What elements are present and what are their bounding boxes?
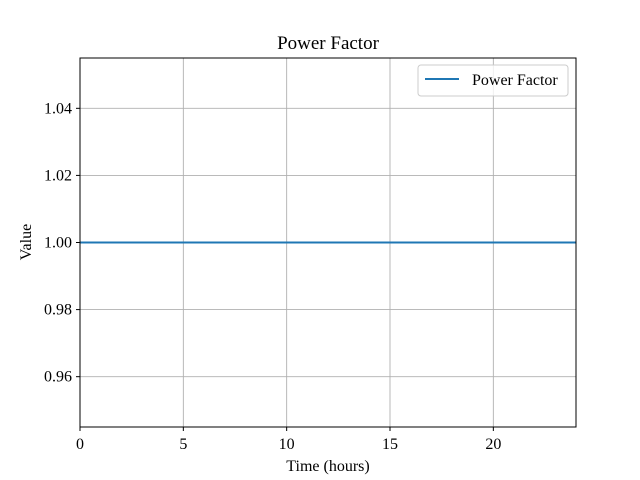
y-tick-label: 1.02 xyxy=(44,167,72,184)
x-tick-label: 0 xyxy=(76,436,84,453)
x-axis-label: Time (hours) xyxy=(286,458,369,475)
legend-box xyxy=(417,64,569,97)
legend: Power Factor xyxy=(417,64,569,97)
y-axis-label: Value xyxy=(18,224,35,260)
y-axis: 0.96 0.98 1.00 1.02 1.04 xyxy=(44,100,80,386)
y-tick-label: 0.98 xyxy=(44,302,72,319)
y-tick-label: 0.96 xyxy=(44,369,72,386)
chart-title: Power Factor xyxy=(277,33,380,54)
x-tick-label: 15 xyxy=(382,436,398,453)
legend-label: Power Factor xyxy=(472,72,558,89)
x-axis: 0 5 10 15 20 xyxy=(76,427,501,453)
x-tick-label: 20 xyxy=(485,436,501,453)
x-tick-label: 10 xyxy=(279,436,295,453)
x-tick-label: 5 xyxy=(179,436,187,453)
y-tick-label: 1.04 xyxy=(44,100,72,117)
y-tick-label: 1.00 xyxy=(44,235,72,252)
